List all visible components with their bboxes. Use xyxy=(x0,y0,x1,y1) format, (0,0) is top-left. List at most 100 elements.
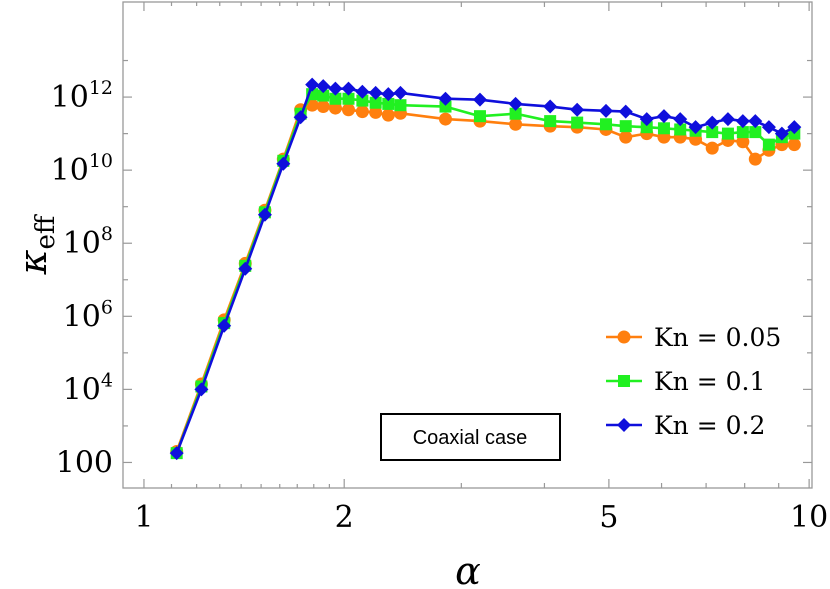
data-point xyxy=(618,104,633,119)
legend-label: Kn = 0.05 xyxy=(654,323,781,352)
data-point xyxy=(509,107,522,120)
data-point xyxy=(543,99,558,114)
data-point xyxy=(748,152,762,166)
data-point xyxy=(276,156,291,171)
y-tick-exponent: 12 xyxy=(89,77,113,99)
legend: Kn = 0.05 Kn = 0.1 Kn = 0.2 xyxy=(606,323,781,440)
data-point xyxy=(762,138,775,151)
data-point xyxy=(673,112,688,127)
x-axis-title: α xyxy=(455,549,481,589)
data-point xyxy=(774,126,789,141)
data-point xyxy=(472,92,487,107)
y-tick-label: 104 xyxy=(63,369,113,407)
data-point xyxy=(329,92,342,105)
data-point xyxy=(748,114,763,129)
data-point xyxy=(316,100,330,114)
data-point xyxy=(217,318,232,333)
data-point xyxy=(355,105,369,119)
data-point xyxy=(394,99,407,112)
data-point xyxy=(342,92,355,105)
x-tick-label: 1 xyxy=(134,500,153,535)
y-tick-base: 100 xyxy=(56,445,113,480)
data-point xyxy=(570,102,585,117)
data-point xyxy=(688,120,703,135)
y-tick-base: 10 xyxy=(51,80,89,115)
data-point xyxy=(381,87,396,102)
y-tick-label: 108 xyxy=(63,223,113,261)
data-point xyxy=(735,114,750,129)
legend-item: Kn = 0.1 xyxy=(606,367,765,396)
y-tick-label: 1012 xyxy=(51,77,113,115)
y-tick-base: 10 xyxy=(51,153,89,188)
data-point xyxy=(368,85,383,100)
data-point xyxy=(736,135,750,149)
data-point xyxy=(705,141,719,155)
data-point xyxy=(674,123,687,136)
y-tick-exponent: 8 xyxy=(101,223,113,245)
data-point xyxy=(787,138,801,152)
x-tick-label: 5 xyxy=(599,500,618,535)
legend-swatch-marker xyxy=(618,375,630,387)
data-point xyxy=(438,112,452,126)
y-axis-symbol: κ xyxy=(11,249,55,275)
data-point xyxy=(328,101,342,115)
annotation-box: Coaxial case xyxy=(380,413,561,461)
y-tick-base: 10 xyxy=(63,226,101,261)
y-tick-exponent: 10 xyxy=(89,150,113,172)
data-point xyxy=(355,84,370,99)
legend-swatch-marker xyxy=(617,418,631,432)
data-point xyxy=(639,112,654,127)
data-point xyxy=(257,207,272,222)
y-tick-base: 10 xyxy=(63,299,101,334)
x-tick-label: 10 xyxy=(790,500,828,535)
y-tick-base: 10 xyxy=(63,372,101,407)
data-point xyxy=(317,89,330,102)
data-point xyxy=(509,117,523,131)
legend-label: Kn = 0.1 xyxy=(654,367,765,396)
data-point xyxy=(705,115,720,130)
y-axis-subscript: eff xyxy=(31,213,61,249)
legend-label: Kn = 0.2 xyxy=(654,411,765,440)
data-point xyxy=(305,77,320,92)
data-point xyxy=(369,96,382,109)
data-point xyxy=(341,103,355,117)
data-point xyxy=(169,446,184,461)
y-tick-label: 106 xyxy=(63,296,113,334)
data-point xyxy=(599,118,612,131)
x-tick-label: 2 xyxy=(335,500,354,535)
data-point xyxy=(706,126,719,139)
data-point xyxy=(787,120,802,135)
data-point xyxy=(721,127,734,140)
data-point xyxy=(238,261,253,276)
data-point xyxy=(508,96,523,111)
series-line xyxy=(175,103,795,452)
data-point xyxy=(341,81,356,96)
data-point xyxy=(736,126,749,139)
data-point xyxy=(356,94,369,107)
data-point xyxy=(438,91,453,106)
y-axis-title: κeff xyxy=(11,213,61,275)
y-tick-exponent: 6 xyxy=(101,296,113,318)
data-point xyxy=(194,382,209,397)
data-point xyxy=(381,108,395,122)
data-series xyxy=(169,77,802,461)
data-point xyxy=(571,116,584,129)
data-point xyxy=(316,79,331,94)
data-point xyxy=(761,120,776,135)
y-tick-exponent: 4 xyxy=(101,369,113,391)
legend-item: Kn = 0.2 xyxy=(606,411,765,440)
y-tick-label: 100 xyxy=(56,445,113,480)
data-point xyxy=(749,126,762,139)
annotation-text: Coaxial case xyxy=(413,427,528,449)
data-point xyxy=(720,112,735,127)
data-point xyxy=(619,120,632,133)
data-point xyxy=(598,103,613,118)
series-line xyxy=(175,92,795,454)
y-axis-label: κeff xyxy=(11,213,61,275)
x-axis-label: α xyxy=(455,549,481,589)
data-point xyxy=(619,130,633,144)
legend-swatch-marker xyxy=(617,330,631,344)
legend-item: Kn = 0.05 xyxy=(606,323,781,352)
